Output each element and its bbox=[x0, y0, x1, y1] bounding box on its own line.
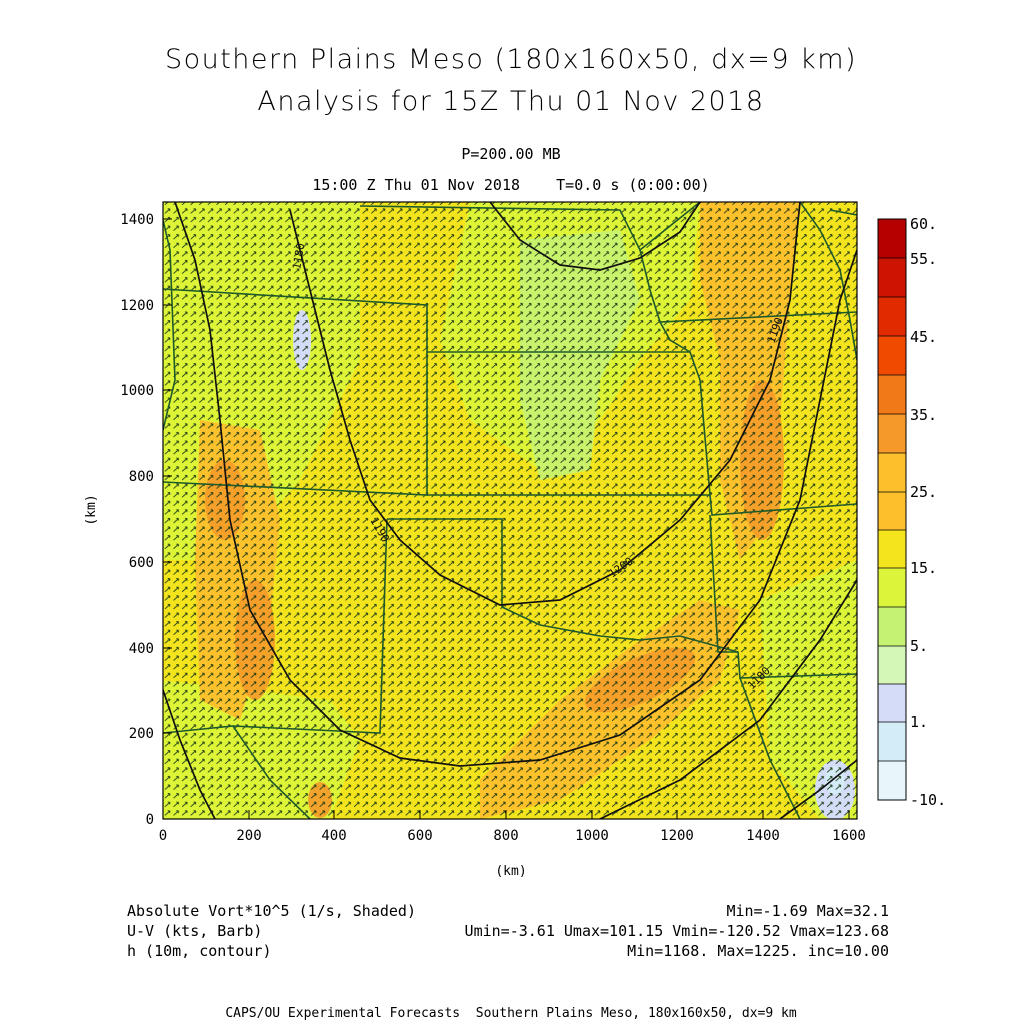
y-tick-label: 800 bbox=[129, 469, 154, 485]
y-axis-ticks bbox=[163, 218, 172, 820]
plot-frame bbox=[162, 201, 858, 820]
colorbar-label: -10. bbox=[910, 791, 946, 809]
x-tick-label: 0 bbox=[159, 828, 167, 844]
credit-line: CAPS/OU Experimental Forecasts Southern … bbox=[225, 1006, 797, 1021]
x-axis-labels: 0 200 400 600 800 1000 1200 1400 1600 (k… bbox=[159, 828, 866, 879]
colorbar-label: 5. bbox=[910, 637, 928, 655]
colorbar: 60. 55. 45. 35. 25. 15. 5. 1. -10. bbox=[877, 215, 946, 809]
pressure-level-label: P=200.00 MB bbox=[461, 145, 561, 163]
x-tick-label: 400 bbox=[321, 828, 346, 844]
y-tick-label: 200 bbox=[129, 726, 154, 742]
wind-field-stats: Umin=-3.61 Umax=101.15 Vmin=-120.52 Vmax… bbox=[464, 922, 889, 940]
colorbar-label: 45. bbox=[910, 328, 937, 346]
x-tick-label: 800 bbox=[493, 828, 518, 844]
vorticity-field-label: Absolute Vort*10^5 (1/s, Shaded) bbox=[127, 902, 416, 920]
x-axis-title: (km) bbox=[495, 864, 526, 879]
y-tick-label: 600 bbox=[129, 555, 154, 571]
x-tick-label: 1000 bbox=[575, 828, 609, 844]
contour-label-1: 1180 bbox=[290, 242, 307, 270]
vorticity-field-stats: Min=-1.69 Max=32.1 bbox=[726, 902, 889, 920]
y-tick-label: 1400 bbox=[120, 212, 154, 228]
colorbar-label: 15. bbox=[910, 559, 937, 577]
valid-time-label: 15:00 Z Thu 01 Nov 2018 T=0.0 s (0:00:00… bbox=[312, 176, 710, 194]
map-title: Southern Plains Meso (180x160x50, dx=9 k… bbox=[164, 44, 858, 75]
colorbar-label: 60. bbox=[910, 215, 937, 233]
wind-field-label: U-V (kts, Barb) bbox=[127, 922, 263, 940]
height-contours bbox=[163, 202, 857, 819]
x-tick-label: 1600 bbox=[832, 828, 866, 844]
height-field-stats: Min=1168. Max=1225. inc=10.00 bbox=[627, 942, 889, 960]
colorbar-label: 35. bbox=[910, 406, 937, 424]
y-tick-label: 1200 bbox=[120, 298, 154, 314]
y-axis-labels: 0 200 400 600 800 1000 1200 1400 bbox=[120, 212, 154, 828]
x-tick-label: 200 bbox=[236, 828, 261, 844]
y-axis-title: (km) bbox=[84, 494, 99, 525]
x-axis-ticks bbox=[162, 810, 850, 819]
height-field-label: h (10m, contour) bbox=[127, 942, 272, 960]
colorbar-label: 55. bbox=[910, 250, 937, 268]
state-boundaries bbox=[163, 202, 857, 819]
colorbar-label: 1. bbox=[910, 713, 928, 731]
x-tick-label: 600 bbox=[407, 828, 432, 844]
colorbar-label: 25. bbox=[910, 483, 937, 501]
x-tick-label: 1400 bbox=[746, 828, 780, 844]
y-tick-label: 400 bbox=[129, 641, 154, 657]
vorticity-shading bbox=[163, 202, 857, 819]
analysis-time-title: Analysis for 15Z Thu 01 Nov 2018 bbox=[257, 86, 765, 117]
x-tick-label: 1200 bbox=[660, 828, 694, 844]
y-tick-label: 0 bbox=[146, 812, 154, 828]
y-tick-label: 1000 bbox=[120, 383, 154, 399]
